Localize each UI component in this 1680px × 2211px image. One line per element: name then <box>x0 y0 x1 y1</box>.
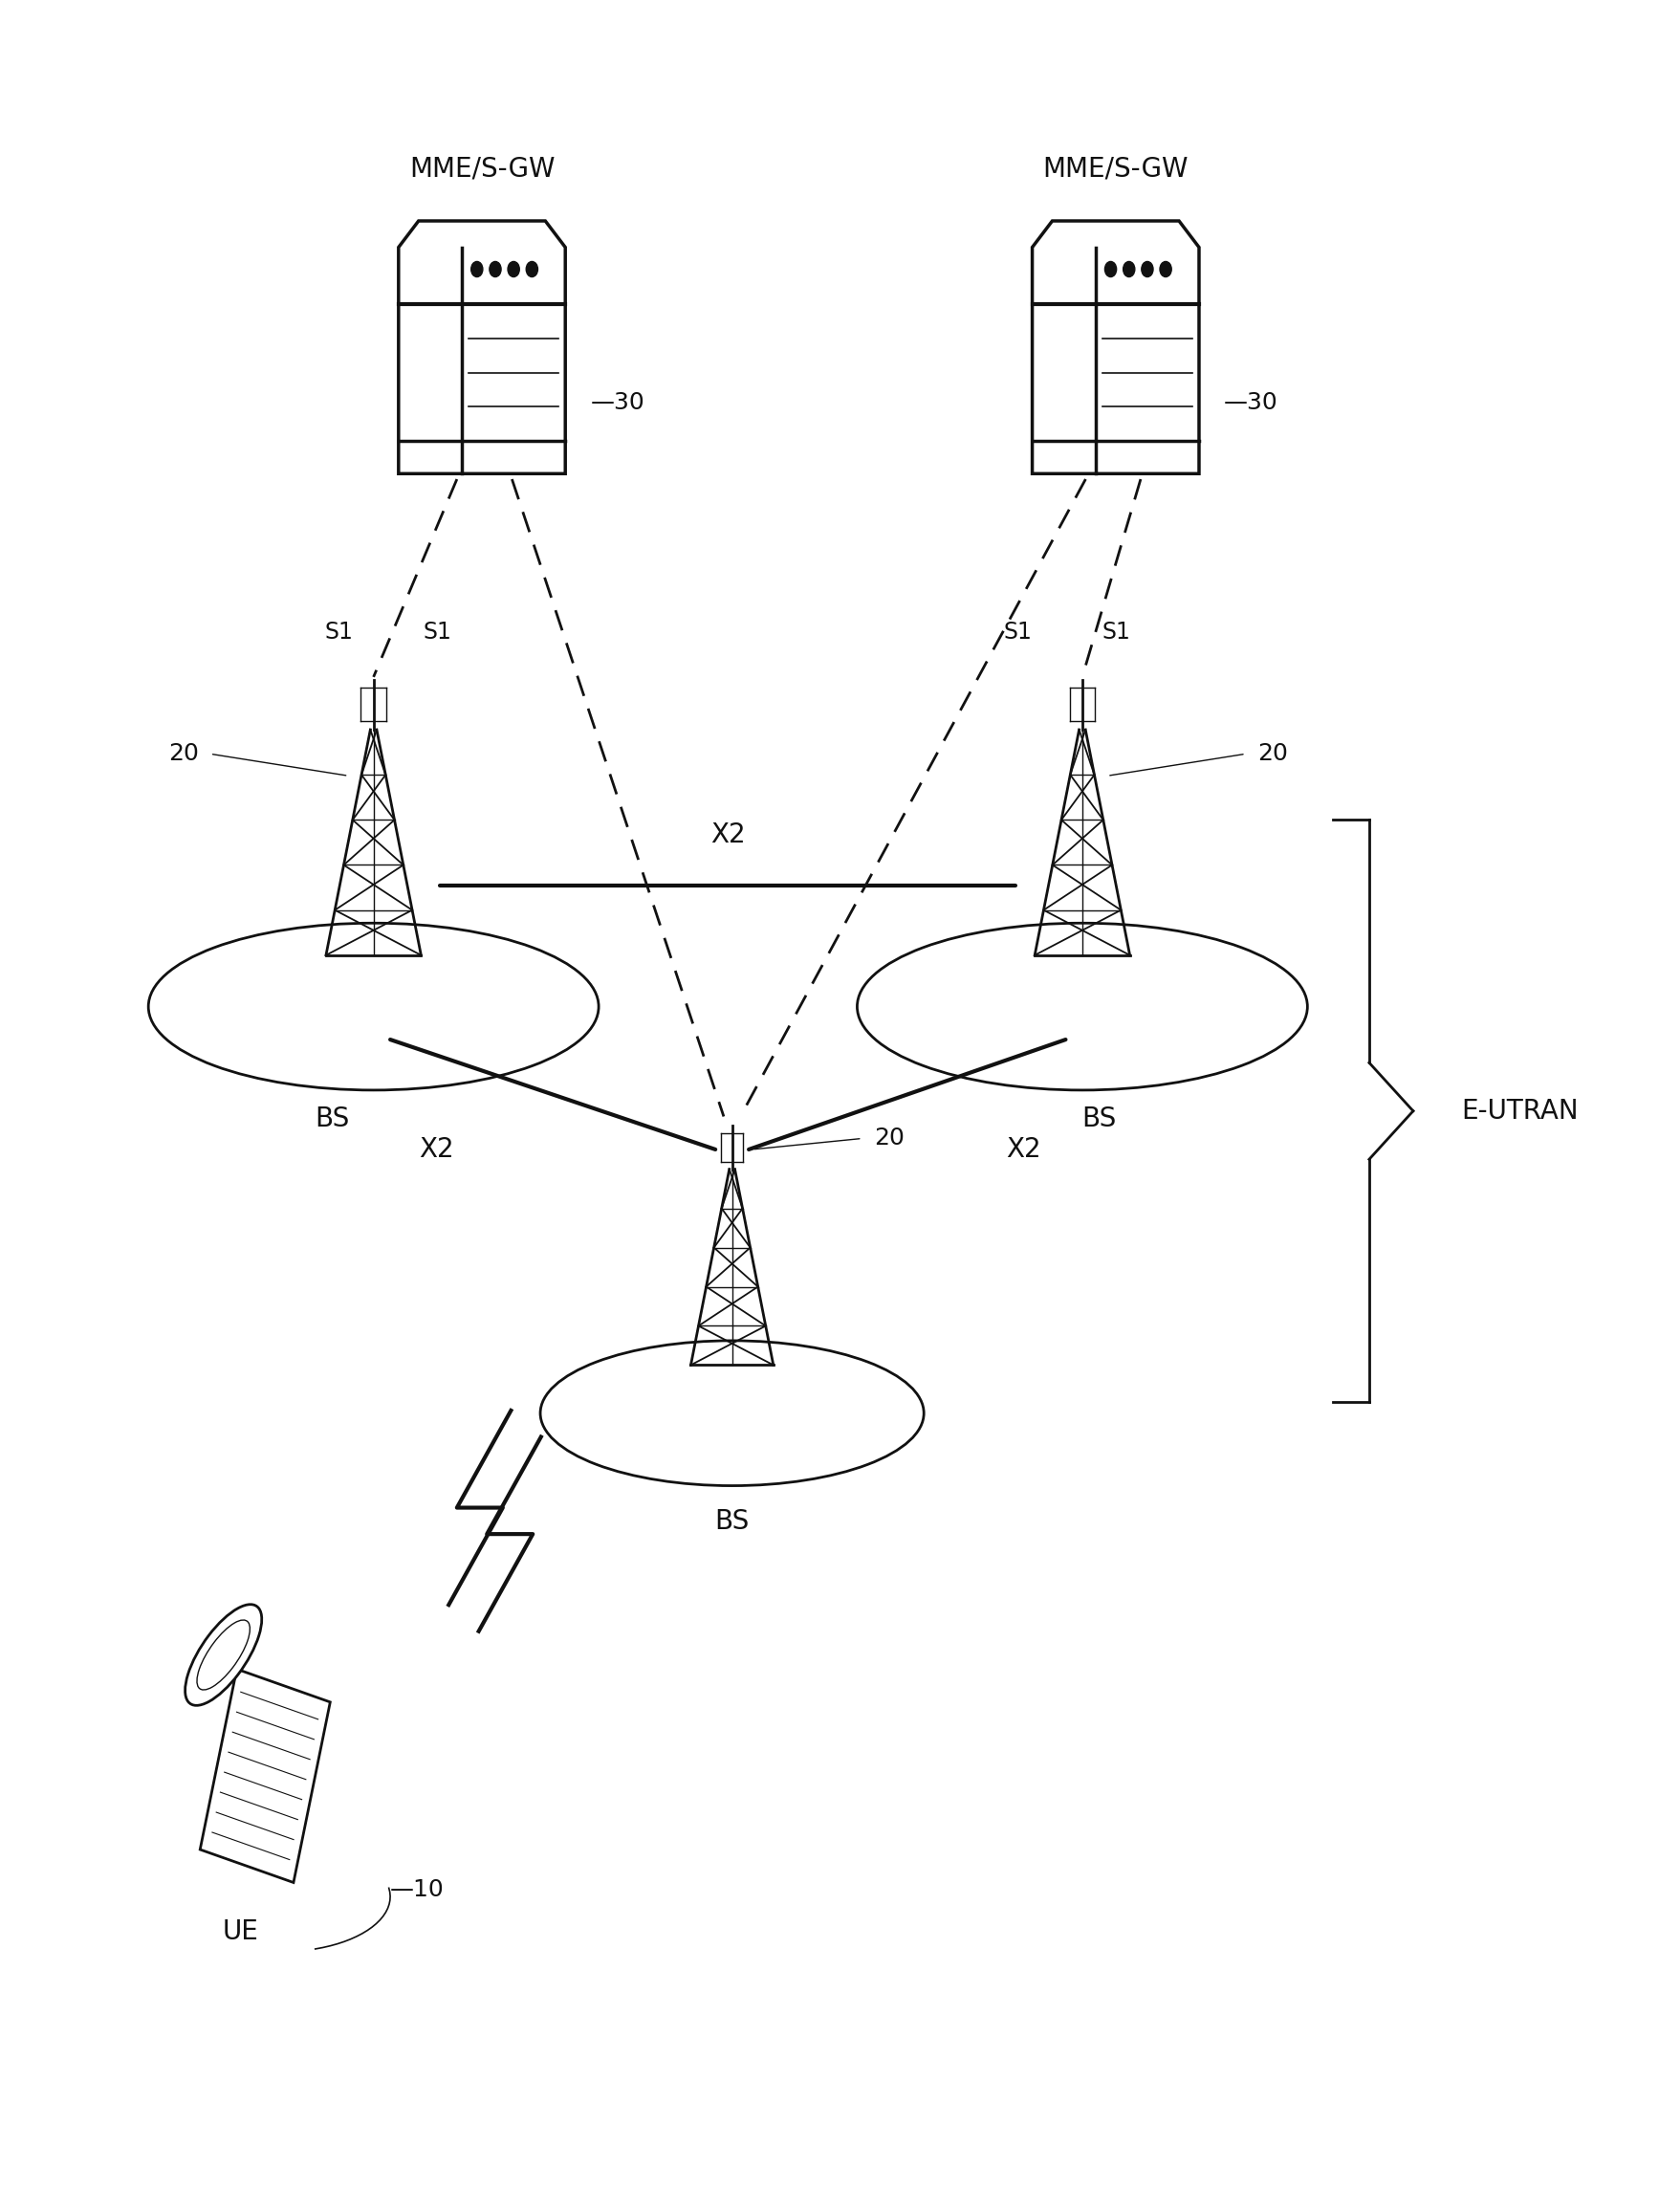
Polygon shape <box>200 1669 329 1882</box>
Circle shape <box>1159 261 1171 276</box>
Text: BS: BS <box>714 1508 749 1534</box>
Text: X2: X2 <box>418 1136 454 1163</box>
Text: S1: S1 <box>1003 621 1032 643</box>
Circle shape <box>1122 261 1134 276</box>
Ellipse shape <box>197 1621 250 1689</box>
Circle shape <box>489 261 501 276</box>
Text: BS: BS <box>314 1106 349 1132</box>
Circle shape <box>470 261 482 276</box>
Text: S1: S1 <box>1102 621 1131 643</box>
Text: S1: S1 <box>324 621 353 643</box>
Polygon shape <box>1032 221 1198 473</box>
Circle shape <box>1104 261 1116 276</box>
Text: 20: 20 <box>168 743 198 765</box>
Text: —10: —10 <box>390 1879 444 1901</box>
Text: X2: X2 <box>1006 1136 1042 1163</box>
Circle shape <box>526 261 538 276</box>
Text: 20: 20 <box>1257 743 1287 765</box>
Circle shape <box>1141 261 1152 276</box>
Text: —30: —30 <box>590 391 643 413</box>
Text: S1: S1 <box>423 621 452 643</box>
Polygon shape <box>398 221 564 473</box>
Text: MME/S-GW: MME/S-GW <box>1042 155 1188 184</box>
Text: UE: UE <box>222 1919 259 1946</box>
Text: BS: BS <box>1080 1106 1116 1132</box>
Text: 20: 20 <box>874 1128 904 1150</box>
Ellipse shape <box>185 1605 262 1705</box>
Circle shape <box>507 261 519 276</box>
Text: E-UTRAN: E-UTRAN <box>1460 1097 1578 1125</box>
Text: X2: X2 <box>711 822 744 849</box>
Text: —30: —30 <box>1223 391 1277 413</box>
Text: MME/S-GW: MME/S-GW <box>408 155 554 184</box>
